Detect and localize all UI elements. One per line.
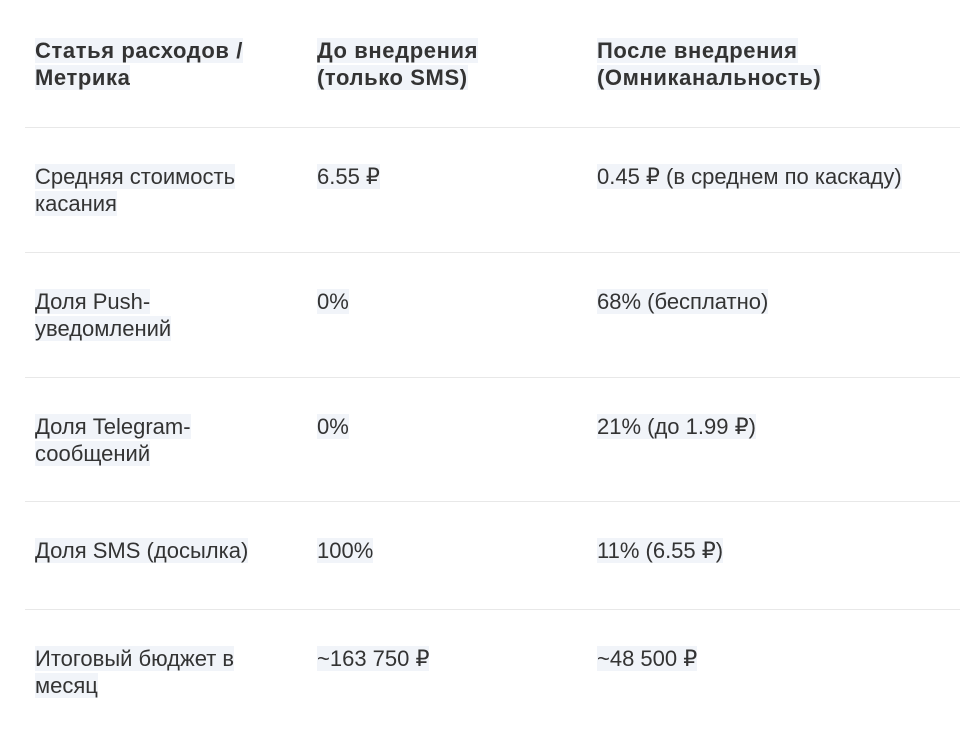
cell-text: Средняя стоимость касания: [35, 164, 236, 216]
table-cell: 6.55 ₽: [307, 128, 587, 253]
cell-text: 100%: [317, 538, 374, 563]
header-cell-before: До внедрения (только SMS): [307, 0, 587, 128]
table-row: Итоговый бюджет в месяц ~163 750 ₽ ~48 5…: [25, 610, 960, 731]
cell-text: Доля Telegram-сообщений: [35, 414, 191, 466]
cell-text: ~48 500 ₽: [597, 646, 698, 671]
table-header: Статья расходов / Метрика До внедрения (…: [25, 0, 960, 128]
cell-text: 68% (бесплатно): [597, 289, 769, 314]
cell-text: 21% (до 1.99 ₽): [597, 414, 756, 439]
table-cell: 0%: [307, 253, 587, 378]
cell-text: ~163 750 ₽: [317, 646, 430, 671]
table-body: Средняя стоимость касания 6.55 ₽ 0.45 ₽ …: [25, 128, 960, 731]
table-cell: ~163 750 ₽: [307, 610, 587, 731]
table-cell: 100%: [307, 502, 587, 610]
table-cell: Доля SMS (досылка): [25, 502, 307, 610]
cell-text: 11% (6.55 ₽): [597, 538, 724, 563]
table-row: Средняя стоимость касания 6.55 ₽ 0.45 ₽ …: [25, 128, 960, 253]
header-cell-metric: Статья расходов / Метрика: [25, 0, 307, 128]
table-row: Доля Push-уведомлений 0% 68% (бесплатно): [25, 253, 960, 378]
header-row: Статья расходов / Метрика До внедрения (…: [25, 0, 960, 128]
table-row: Доля SMS (досылка) 100% 11% (6.55 ₽): [25, 502, 960, 610]
table-cell: Доля Telegram-сообщений: [25, 378, 307, 502]
cell-text: 0%: [317, 414, 349, 439]
cell-text: Доля SMS (досылка): [35, 538, 249, 563]
table-cell: 0.45 ₽ (в среднем по каскаду): [587, 128, 960, 253]
comparison-table: Статья расходов / Метрика До внедрения (…: [25, 0, 960, 731]
table-cell: 11% (6.55 ₽): [587, 502, 960, 610]
header-label: До внедрения (только SMS): [317, 38, 479, 90]
header-label: Статья расходов / Метрика: [35, 38, 243, 90]
cell-text: Итоговый бюджет в месяц: [35, 646, 235, 698]
header-cell-after: После внедрения (Омниканальность): [587, 0, 960, 128]
table-row: Доля Telegram-сообщений 0% 21% (до 1.99 …: [25, 378, 960, 502]
table-cell: Доля Push-уведомлений: [25, 253, 307, 378]
table-cell: 21% (до 1.99 ₽): [587, 378, 960, 502]
cell-text: 0.45 ₽ (в среднем по каскаду): [597, 164, 902, 189]
table-cell: 68% (бесплатно): [587, 253, 960, 378]
header-label: После внедрения (Омниканальность): [597, 38, 822, 90]
cell-text: Доля Push-уведомлений: [35, 289, 172, 341]
table-cell: 0%: [307, 378, 587, 502]
table-cell: Средняя стоимость касания: [25, 128, 307, 253]
cell-text: 0%: [317, 289, 349, 314]
table-cell: Итоговый бюджет в месяц: [25, 610, 307, 731]
cell-text: 6.55 ₽: [317, 164, 380, 189]
table-cell: ~48 500 ₽: [587, 610, 960, 731]
